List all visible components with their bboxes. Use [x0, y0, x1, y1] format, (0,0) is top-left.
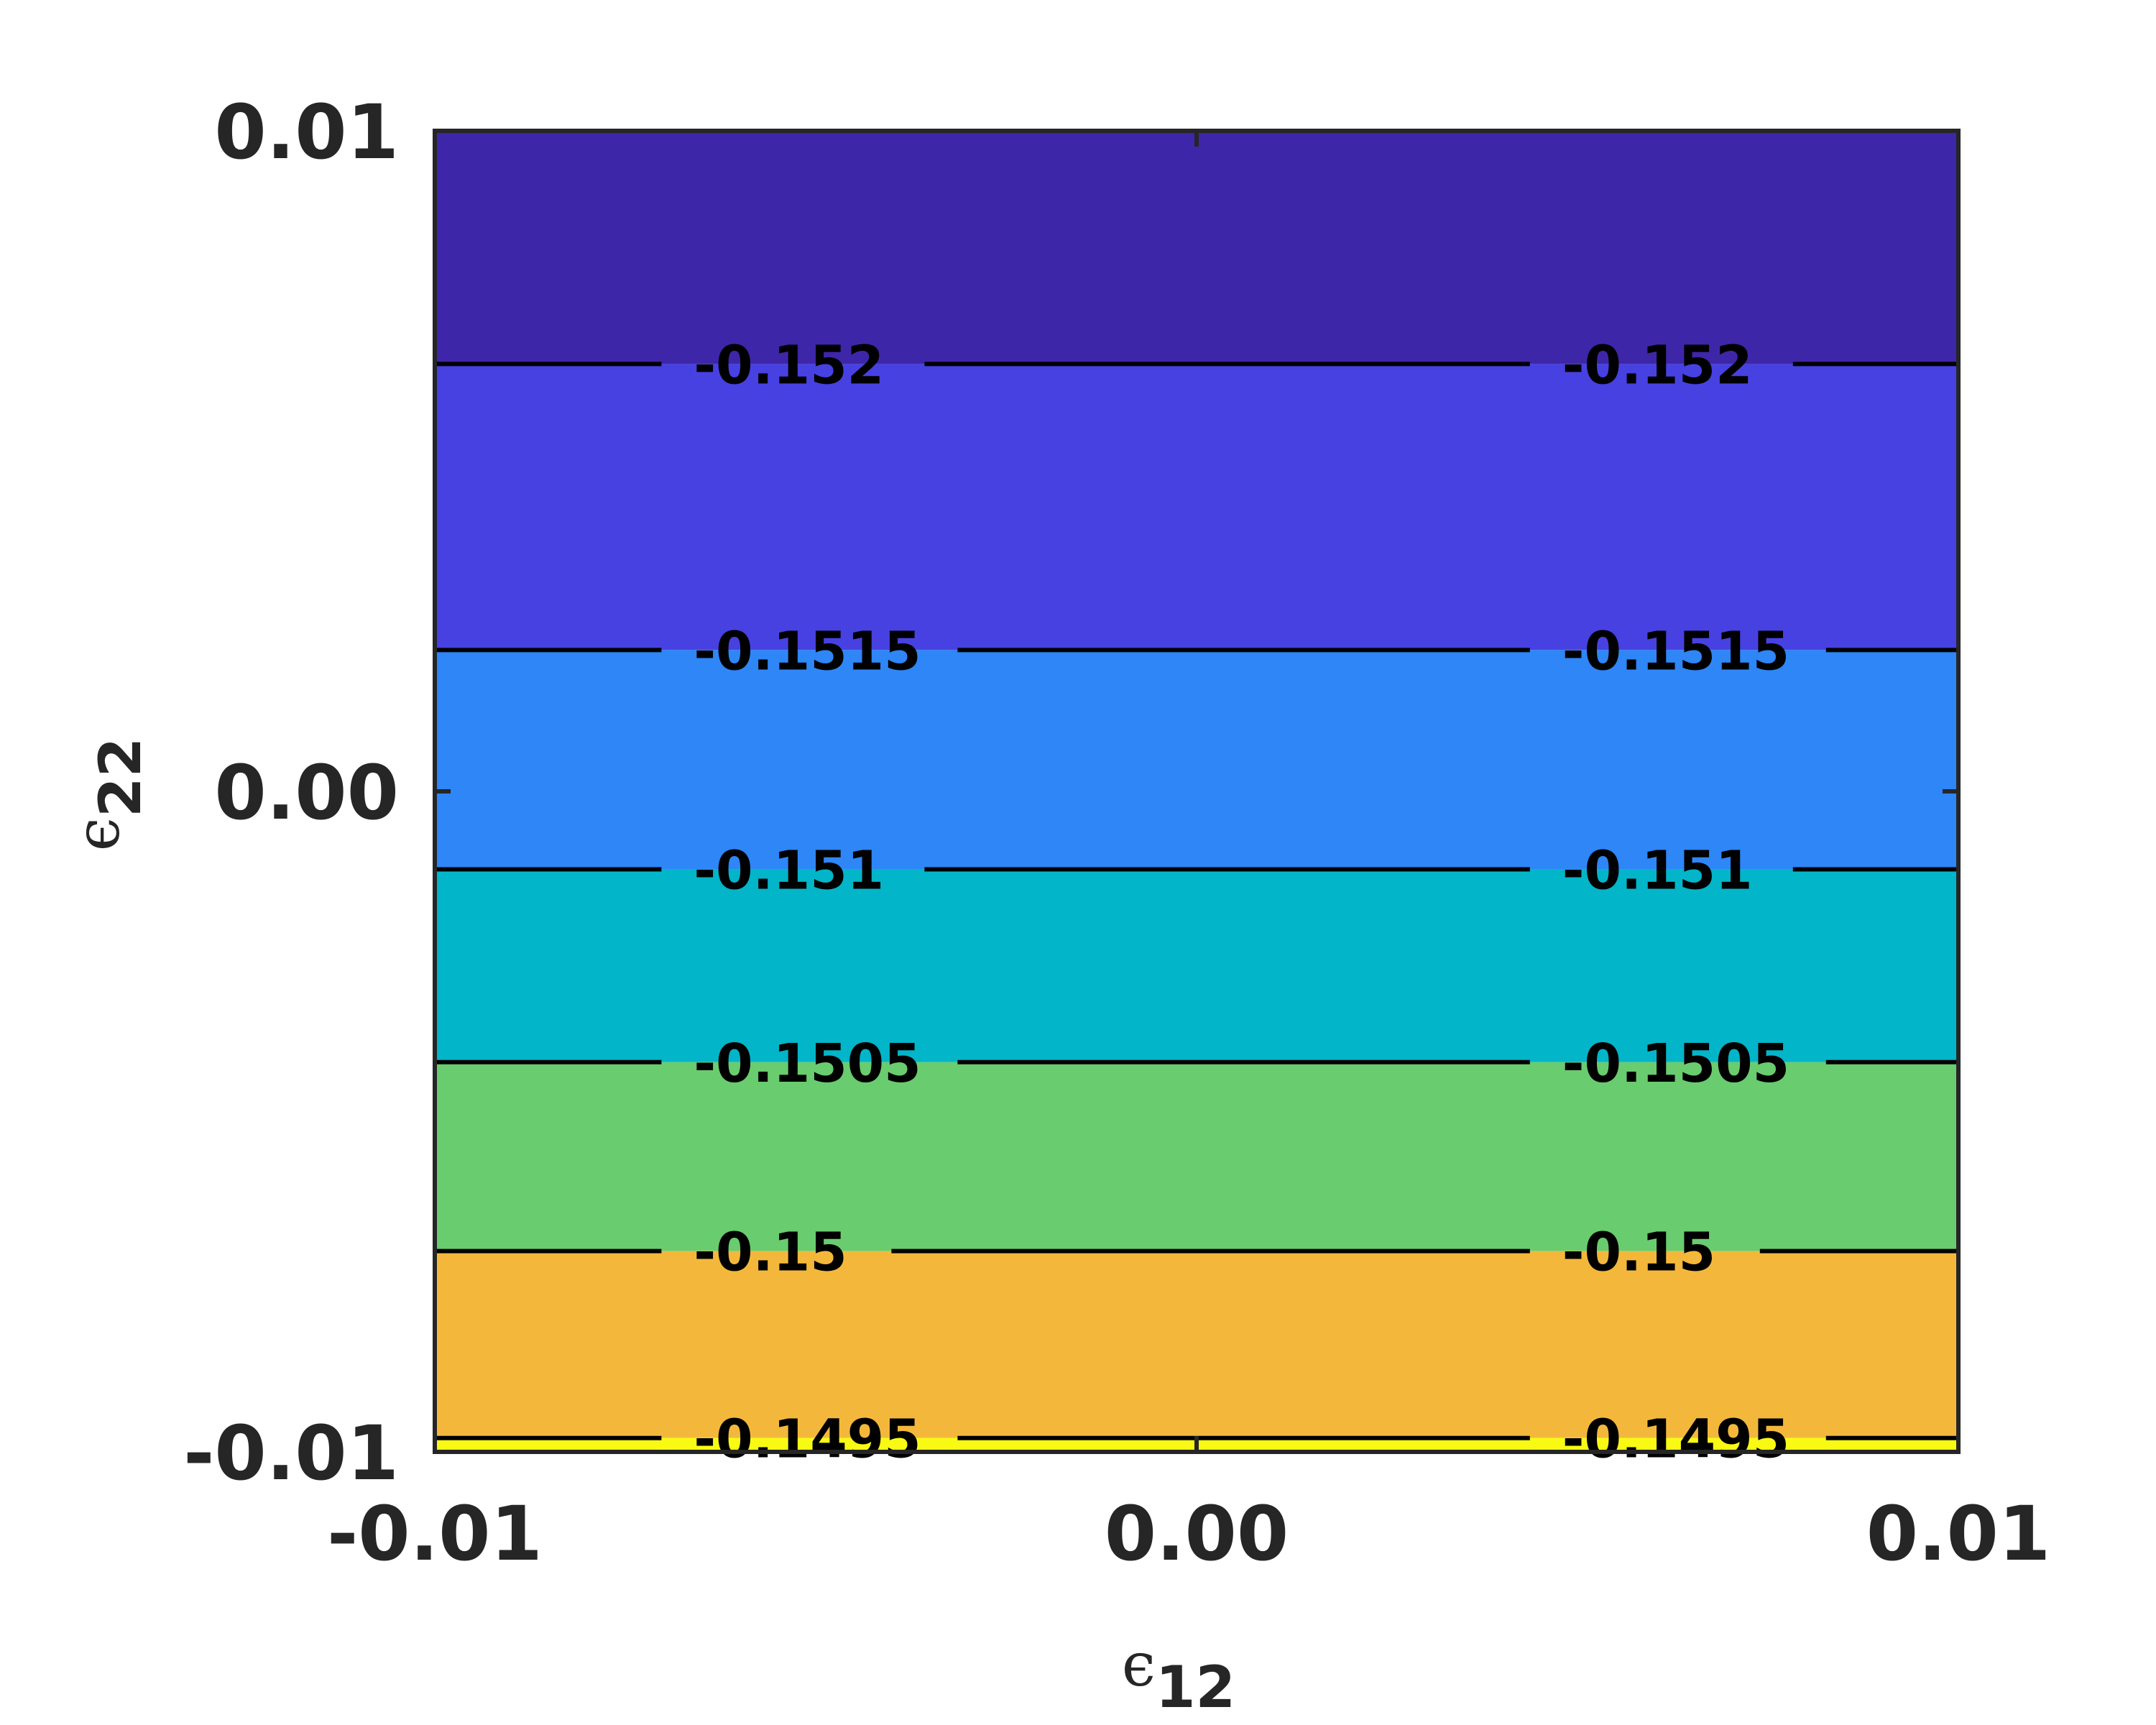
contour-label-5-1: -0.1495	[1562, 1409, 1789, 1471]
y-tick-label-0: -0.01	[183, 1409, 399, 1497]
contour-label-3-1: -0.1505	[1562, 1033, 1789, 1095]
band-1	[435, 364, 1958, 650]
y-axis-symbol: ϵ	[63, 817, 133, 851]
x-axis-subscript: 12	[1156, 1654, 1235, 1721]
y-tick-label-1: 0.00	[214, 749, 399, 837]
band-4	[435, 1062, 1958, 1251]
contour-lines	[435, 362, 1958, 1440]
filled-bands	[435, 131, 1958, 1452]
contour-label-2-0: -0.151	[694, 840, 884, 901]
contour-labels: -0.152 -0.152 -0.1515 -0.1515 -0.151 -0.151 -0…	[694, 334, 1789, 1470]
axis-ticks	[433, 129, 1961, 1454]
contour-label-0-1: -0.152	[1562, 334, 1753, 396]
contour-label-1-0: -0.1515	[694, 620, 921, 682]
contour-label-3-0: -0.1505	[694, 1033, 921, 1095]
band-5	[435, 1251, 1958, 1438]
y-axis-label: ϵ22	[63, 737, 154, 851]
contour-label-5-0: -0.1495	[694, 1409, 921, 1471]
y-tick-label-2: 0.01	[214, 88, 399, 176]
y-tick-labels: -0.01 0.00 0.01	[183, 88, 399, 1497]
contour-label-0-0: -0.152	[694, 334, 884, 396]
band-0	[435, 131, 1958, 364]
contour-label-4-1: -0.15	[1562, 1222, 1715, 1284]
contour-label-1-1: -0.1515	[1562, 620, 1789, 682]
contour-label-4-0: -0.15	[694, 1222, 847, 1284]
x-tick-label-2: 0.01	[1866, 1490, 2051, 1578]
x-axis-symbol: ϵ	[1122, 1629, 1156, 1700]
y-axis-subscript: 22	[87, 737, 154, 817]
contour-label-2-1: -0.151	[1562, 840, 1753, 901]
x-tick-label-0: -0.01	[327, 1490, 543, 1578]
band-2	[435, 650, 1958, 870]
x-axis-label: ϵ12	[1122, 1629, 1235, 1721]
band-3	[435, 869, 1958, 1062]
x-tick-label-1: 0.00	[1105, 1490, 1289, 1578]
x-tick-labels: -0.01 0.00 0.01	[327, 1490, 2050, 1578]
